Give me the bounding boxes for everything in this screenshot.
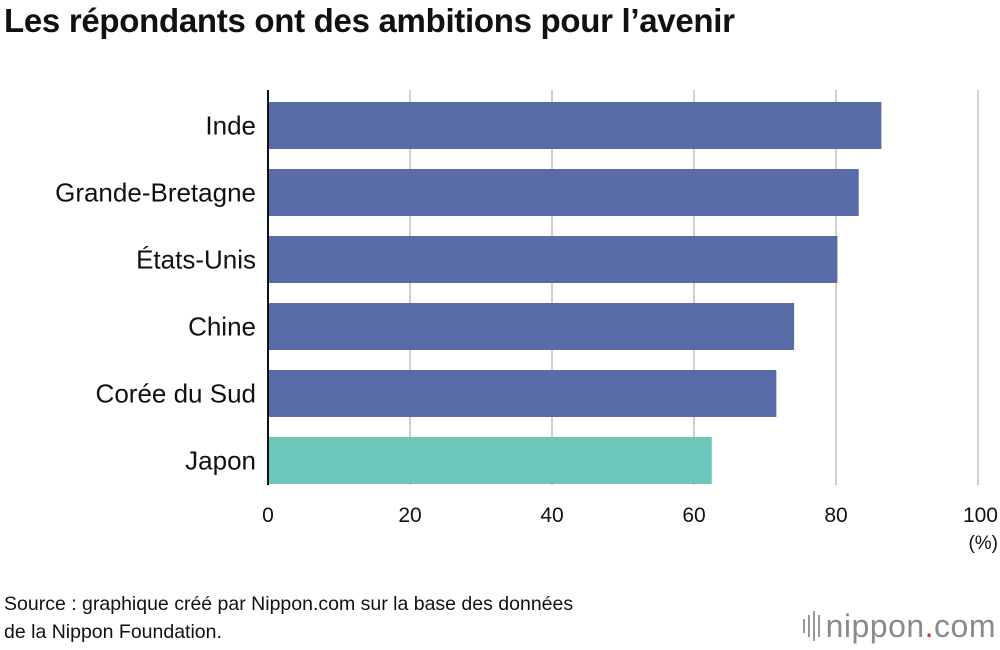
- bar: [268, 303, 795, 350]
- source-line-1: Source : graphique créé par Nippon.com s…: [4, 593, 574, 615]
- source-note: Source : graphique créé par Nippon.com s…: [4, 590, 573, 646]
- category-label: Chine: [188, 312, 256, 342]
- x-tick-labels: 0 20 40 60 80 100: [262, 504, 998, 527]
- bar: [268, 370, 777, 417]
- bars: [268, 102, 882, 484]
- brand-bars-icon: [802, 611, 820, 641]
- x-tick-label: 80: [824, 504, 847, 527]
- x-tick-label: 100: [963, 504, 998, 527]
- x-tick-label: 20: [398, 504, 421, 527]
- brand-logo: nippon.com: [802, 606, 996, 646]
- source-line-2: de la Nippon Foundation.: [4, 621, 222, 643]
- bar: [268, 236, 838, 283]
- category-labels: Inde Grande-Bretagne États-Unis Chine Corée …: [55, 111, 256, 476]
- bar-chart: Inde Grande-Bretagne États-Unis Chine Corée …: [55, 90, 998, 527]
- grid-lines: [409, 90, 979, 485]
- bar: [268, 437, 712, 484]
- x-axis-unit: (%): [968, 533, 998, 554]
- category-label: Corée du Sud: [96, 379, 256, 409]
- category-label: Inde: [205, 111, 256, 141]
- category-label: Grande-Bretagne: [55, 178, 256, 208]
- bar: [268, 102, 882, 149]
- category-label: Japon: [185, 446, 256, 476]
- brand-wordmark: nippon.com: [825, 607, 996, 644]
- chart-title: Les répondants ont des ambitions pour l’…: [4, 2, 735, 39]
- bar: [268, 169, 859, 216]
- x-tick-label: 60: [682, 504, 705, 527]
- x-tick-label: 40: [540, 504, 563, 527]
- category-label: États-Unis: [136, 245, 256, 275]
- x-tick-label: 0: [262, 504, 274, 527]
